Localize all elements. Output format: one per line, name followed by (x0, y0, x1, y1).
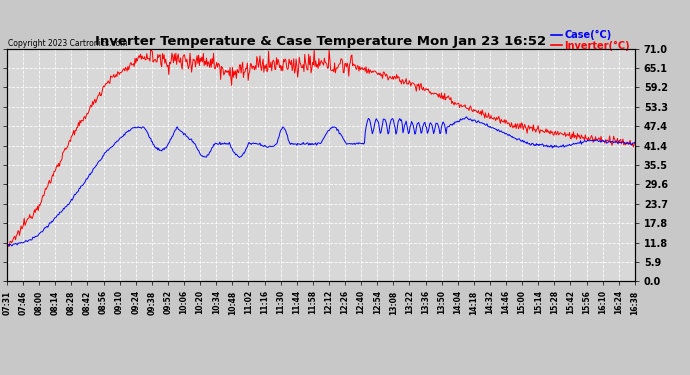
Title: Inverter Temperature & Case Temperature Mon Jan 23 16:52: Inverter Temperature & Case Temperature … (95, 34, 546, 48)
Text: Copyright 2023 Cartronics.com: Copyright 2023 Cartronics.com (8, 39, 128, 48)
Legend: Case(°C), Inverter(°C): Case(°C), Inverter(°C) (551, 30, 630, 51)
